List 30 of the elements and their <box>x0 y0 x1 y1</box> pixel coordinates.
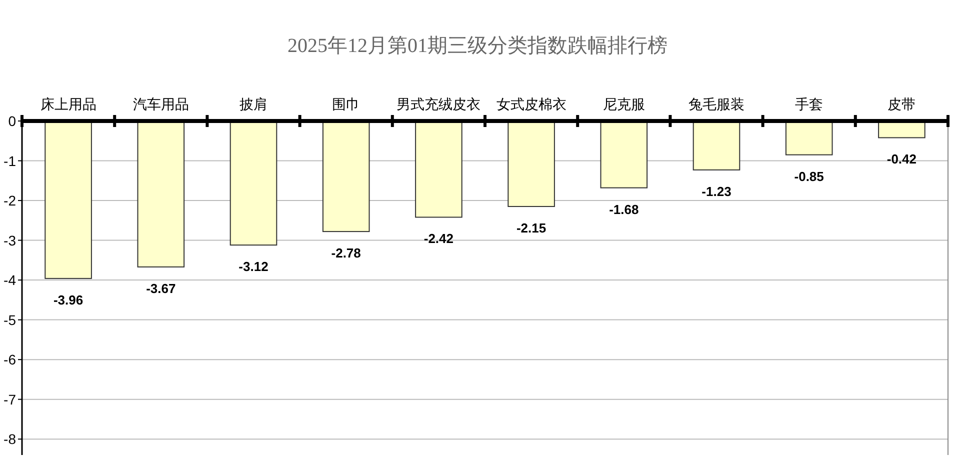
data-label: -2.78 <box>331 246 361 261</box>
x-tick-label: 兔毛服装 <box>688 96 744 112</box>
x-tick-label: 尼克服 <box>602 96 645 112</box>
x-tick-label: 男式充绒皮衣 <box>396 96 481 112</box>
data-label: -0.42 <box>886 152 917 167</box>
chart-title: 2025年12月第01期三级分类指数跌幅排行榜 <box>288 35 668 57</box>
data-label: -2.15 <box>516 220 546 236</box>
y-tick-label: -2 <box>4 192 16 209</box>
y-tick-label: -6 <box>4 352 16 368</box>
data-label: -0.85 <box>794 168 824 184</box>
y-tick-label: -5 <box>4 312 16 328</box>
x-tick-label: 汽车用品 <box>132 96 189 112</box>
y-tick-label: -8 <box>4 431 16 448</box>
data-label: -3.96 <box>53 292 84 308</box>
data-label: -1.23 <box>702 184 732 199</box>
x-tick-label: 披肩 <box>240 96 268 112</box>
x-tick-label: 皮带 <box>888 96 916 112</box>
x-tick-label: 手套 <box>795 96 824 112</box>
data-label: -2.42 <box>424 231 454 246</box>
data-label: -3.12 <box>238 259 268 274</box>
x-tick-label: 围巾 <box>332 96 360 112</box>
y-tick-label: 0 <box>8 113 16 129</box>
y-tick-label: -1 <box>4 152 16 169</box>
x-tick-label: 床上用品 <box>40 96 96 112</box>
y-tick-label: -3 <box>4 232 16 248</box>
data-label: -3.67 <box>146 280 176 296</box>
y-tick-label: -4 <box>4 272 16 288</box>
x-tick-label: 女式皮棉衣 <box>496 96 566 112</box>
data-label: -1.68 <box>609 202 639 217</box>
y-tick-label: -7 <box>4 391 16 408</box>
